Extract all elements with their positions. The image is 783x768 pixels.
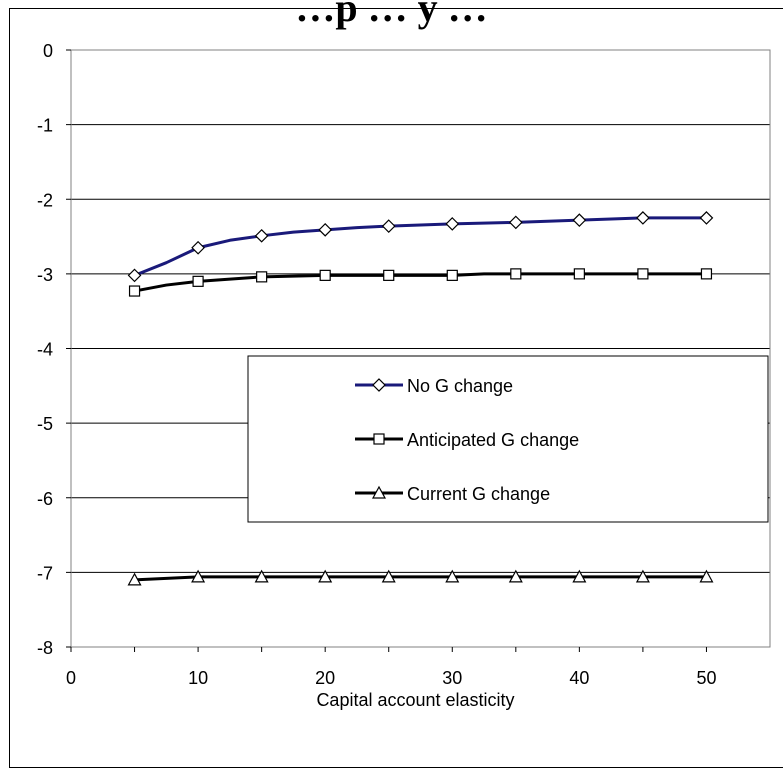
- data-point: [636, 211, 650, 225]
- data-point: [700, 268, 713, 280]
- data-point: [573, 268, 585, 280]
- legend-marker: [373, 433, 385, 445]
- data-point: [510, 268, 522, 280]
- legend-label: Anticipated G change: [407, 430, 579, 450]
- x-tick-label: 20: [315, 668, 335, 688]
- data-point: [127, 572, 142, 586]
- y-tick-label: -6: [37, 489, 53, 509]
- y-tick-label: -8: [37, 638, 53, 658]
- data-point: [192, 275, 204, 287]
- y-tick-label: 0: [43, 41, 53, 61]
- x-axis-title: Capital account elasticity: [316, 690, 514, 710]
- y-tick-label: -3: [37, 265, 53, 285]
- data-point: [446, 269, 458, 281]
- legend: No G change Anticipated G change Current G…: [247, 355, 769, 523]
- data-point: [254, 228, 269, 243]
- series-group: [127, 211, 714, 586]
- x-tick-label: 50: [696, 668, 716, 688]
- gridlines: [71, 49, 770, 648]
- legend-item: Current G change: [355, 484, 550, 504]
- data-point: [637, 268, 649, 280]
- chart-title: …p … y …: [295, 0, 488, 30]
- data-point: [254, 569, 269, 583]
- x-tick-label: 10: [188, 668, 208, 688]
- legend-label: No G change: [407, 376, 513, 396]
- y-tick-label: -2: [37, 190, 53, 210]
- data-point: [381, 569, 396, 583]
- data-point: [383, 269, 395, 281]
- data-point: [256, 271, 268, 283]
- y-tick-label: -1: [37, 116, 53, 136]
- series-line: [134, 272, 707, 293]
- series-line: [133, 216, 707, 277]
- data-point: [381, 219, 396, 233]
- data-point: [128, 285, 141, 297]
- data-point: [191, 240, 205, 255]
- y-tick-label: -4: [37, 340, 53, 360]
- data-point: [318, 222, 333, 237]
- legend-marker: [371, 485, 387, 499]
- data-point: [445, 569, 460, 583]
- series-1: [128, 268, 713, 297]
- legend-item: No G change: [355, 376, 513, 396]
- x-tick-label: 0: [66, 668, 76, 688]
- series-2: [127, 569, 714, 586]
- data-point: [319, 269, 331, 281]
- y-tick-label: -5: [37, 414, 53, 434]
- legend-item: Anticipated G change: [355, 430, 579, 450]
- data-point: [191, 569, 206, 583]
- data-point: [127, 268, 142, 283]
- data-point: [635, 569, 650, 583]
- series-0: [127, 211, 714, 283]
- data-point: [318, 569, 333, 583]
- y-tick-label: -7: [37, 563, 53, 583]
- legend-marker: [372, 378, 386, 392]
- data-point: [699, 569, 714, 583]
- legend-label: Current G change: [407, 484, 550, 504]
- series-line: [134, 575, 707, 582]
- data-point: [572, 569, 587, 583]
- x-tick-label: 40: [569, 668, 589, 688]
- data-point: [445, 217, 460, 231]
- data-point: [699, 211, 714, 225]
- data-point: [508, 569, 523, 583]
- data-point: [572, 213, 587, 227]
- legend-box: [247, 355, 769, 523]
- x-tick-label: 30: [442, 668, 462, 688]
- axis-ticks: 0 -1 -2 -3 -4 -5 -6 -7 -8 0 10 20 30 40 50: [37, 41, 716, 688]
- data-point: [508, 215, 523, 230]
